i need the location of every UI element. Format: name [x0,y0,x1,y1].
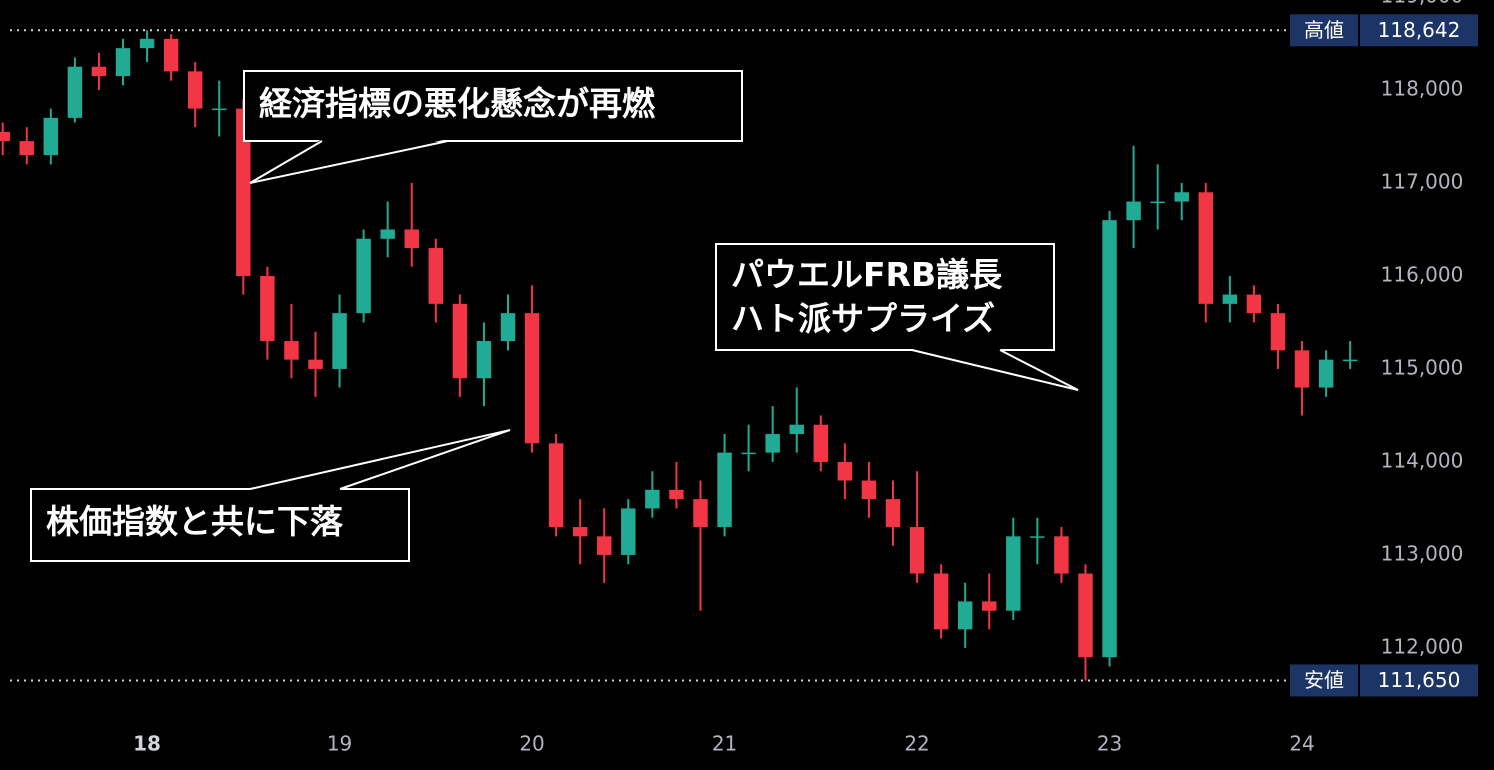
candle-body [1174,192,1189,202]
candle-body [1006,536,1021,611]
y-tick-label: 117,000 [1381,169,1464,193]
candle-body [982,601,997,611]
candle-body [693,499,708,528]
candle-body [1198,192,1214,304]
candle-body [597,536,612,555]
y-tick-label: 115,000 [1381,355,1464,379]
candle-body [260,275,275,342]
candle-body [67,66,83,118]
candle-body [187,71,203,109]
price-badge [1360,664,1478,697]
price-badge-label: 安値 [1304,668,1344,692]
candle-body [1126,201,1141,221]
candle-body [308,359,323,369]
y-tick-label: 118,000 [1381,76,1464,100]
price-badge [1290,664,1358,697]
candle-body [741,452,756,455]
candle-body [139,38,155,49]
y-tick-label: 114,000 [1381,448,1464,472]
candle-body [0,131,10,142]
candle-body [789,424,804,435]
y-tick-label: 119,000 [1381,0,1464,8]
x-tick-label: 24 [1289,732,1314,756]
x-tick-label: 19 [327,732,352,756]
candle-body [933,573,949,630]
candle-body [621,508,636,555]
annotation: 経済指標の悪化懸念が再燃 [243,70,743,142]
candle-body [957,601,973,630]
candle-body [837,461,853,481]
candle-body [861,480,877,500]
y-tick-label: 113,000 [1381,541,1464,565]
candle-body [1030,536,1045,538]
candle-body [524,313,540,444]
candle-body [717,452,732,528]
x-tick-label: 23 [1097,732,1122,756]
candle-body [115,48,131,77]
candle-body [452,303,468,379]
candle-body [1246,294,1262,314]
candle-body [212,108,227,111]
price-badge [1290,14,1358,47]
price-badge-value: 118,642 [1378,18,1461,42]
x-tick-label: 20 [519,732,544,756]
candle-body [669,489,684,500]
annotation: 株価指数と共に下落 [30,488,410,562]
y-tick-label: 116,000 [1381,262,1464,286]
candle-body [909,527,925,574]
candle-body [332,313,347,369]
candle-body [500,313,516,342]
candle-body [380,229,395,239]
candle-body [236,108,251,276]
price-badge-value: 111,650 [1378,668,1461,692]
annotation-line: ハト派サプライズ [731,299,995,338]
candle-body [476,341,492,379]
annotation-line: パウエルFRB議長 [731,255,1003,294]
candle-body [1270,313,1286,351]
candle-body [765,434,780,453]
price-badge-label: 高値 [1304,18,1344,42]
candle-body [163,38,179,72]
candle-body [356,238,371,314]
candle-body [1294,350,1310,388]
candle-body [548,443,564,528]
candle-body [1342,359,1358,362]
candle-body [813,424,829,462]
candle-body [1054,536,1069,574]
y-tick-label: 112,000 [1381,634,1464,658]
candle-body [1222,294,1238,304]
candle-body [428,248,444,304]
candle-body [19,141,34,156]
candle-body [1078,573,1093,658]
x-tick-label: 18 [133,732,161,756]
candle-body [1150,201,1165,204]
candle-body [572,527,588,537]
price-badge [1360,14,1478,47]
x-tick-label: 21 [712,732,737,756]
candle-body [885,499,901,528]
x-tick-label: 22 [904,732,929,756]
candle-body [284,341,299,360]
candle-body [404,229,419,249]
candle-body [1102,220,1117,658]
candle-body [91,66,107,77]
candle-body [645,489,660,509]
candle-body [1318,359,1334,388]
candle-body [43,117,59,156]
annotation: パウエルFRB議長 ハト派サプライズ [715,243,1055,351]
